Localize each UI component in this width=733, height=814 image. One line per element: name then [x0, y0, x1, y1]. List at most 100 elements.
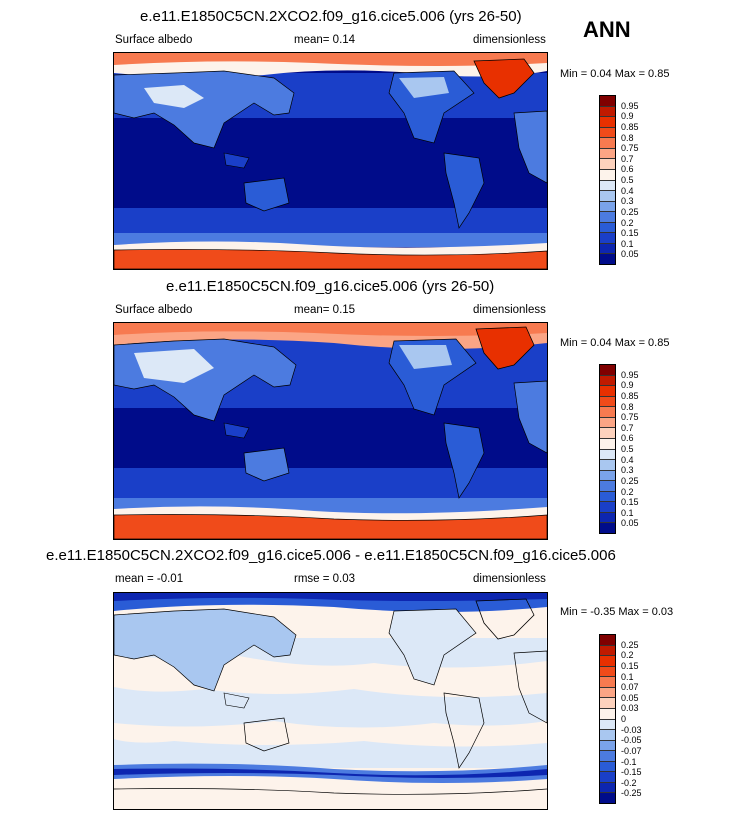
colorbar-swatch	[600, 233, 615, 244]
panel-1-colorbar: 0.95 0.9 0.85 0.8 0.75 0.7 0.6 0.5 0.4 0.3 0.25 0.2…	[599, 95, 639, 265]
colorbar-swatch	[600, 730, 615, 741]
colorbar-swatch	[600, 677, 615, 688]
colorbar-swatch	[600, 117, 615, 128]
panel-1-map	[113, 52, 548, 270]
panel-3-map-svg	[114, 593, 547, 809]
colorbar-tick-label: 0.9	[621, 111, 634, 122]
colorbar-tick-label: 0.1	[621, 671, 634, 682]
colorbar-tick-label: 0.15	[621, 228, 639, 239]
colorbar-swatch	[600, 656, 615, 667]
colorbar-swatch	[600, 365, 615, 376]
colorbar-tick-label: 0.3	[621, 465, 634, 476]
colorbar-tick-label: 0.15	[621, 660, 639, 671]
colorbar-swatch	[600, 698, 615, 709]
panel-1-minmax: Min = 0.04 Max = 0.85	[560, 68, 670, 80]
colorbar-swatch	[600, 159, 615, 170]
colorbar-tick-label: 0.75	[621, 412, 639, 423]
colorbar-tick-label: 0.1	[621, 238, 634, 249]
colorbar-swatch	[600, 438, 615, 450]
colorbar-swatch	[600, 148, 615, 160]
panel-3-title: e.e11.E1850C5CN.2XCO2.f09_g16.cice5.006 …	[46, 547, 616, 564]
colorbar-swatch	[600, 386, 615, 397]
colorbar-swatch	[600, 491, 615, 503]
panel-3-minmax: Min = -0.35 Max = 0.03	[560, 606, 674, 618]
colorbar-tick-label: -0.03	[621, 724, 642, 735]
colorbar-swatch	[600, 782, 615, 794]
colorbar-swatch	[600, 127, 615, 139]
colorbar-tick-label: 0.75	[621, 143, 639, 154]
colorbar-tick-label: 0.95	[621, 100, 639, 111]
panel-1-units-label: dimensionless	[473, 34, 546, 46]
colorbar-tick-label: 0.05	[621, 518, 639, 529]
colorbar-swatch	[600, 645, 615, 657]
colorbar-swatch	[600, 666, 615, 678]
colorbar-swatch	[600, 417, 615, 429]
colorbar-swatch	[600, 687, 615, 699]
colorbar-tick-label: 0.95	[621, 369, 639, 380]
colorbar-swatch	[600, 407, 615, 418]
colorbar-tick-label: 0.7	[621, 153, 634, 164]
panel-2-minmax: Min = 0.04 Max = 0.85	[560, 337, 670, 349]
colorbar-tick-label: 0.6	[621, 164, 634, 175]
colorbar-swatch	[600, 719, 615, 731]
colorbar-tick-label: 0.4	[621, 454, 634, 465]
colorbar-tick-label: 0.3	[621, 196, 634, 207]
panel-2-map-svg	[114, 323, 547, 539]
colorbar-tick-label: 0.8	[621, 132, 634, 143]
colorbar-tick-label: 0.6	[621, 433, 634, 444]
colorbar-tick-label: 0.25	[621, 475, 639, 486]
colorbar-tick-label: -0.15	[621, 767, 642, 778]
panel-1-variable-label: Surface albedo	[115, 34, 193, 46]
colorbar-tick-label: -0.07	[621, 745, 642, 756]
colorbar-swatch	[600, 708, 615, 720]
colorbar-tick-label: 0.5	[621, 175, 634, 185]
colorbar-swatch	[600, 772, 615, 783]
colorbar-tick-label: 0.07	[621, 682, 639, 693]
panel-2-colorbar: 0.95 0.9 0.85 0.8 0.75 0.7 0.6 0.5 0.4 0.3 0.25 0.2…	[599, 364, 639, 534]
colorbar-tick-label: 0.03	[621, 703, 639, 714]
colorbar-swatch	[600, 212, 615, 223]
colorbar-tick-label: 0.2	[621, 486, 634, 497]
colorbar-swatch	[600, 470, 615, 482]
panel-1-map-svg	[114, 53, 547, 269]
season-label: ANN	[583, 17, 631, 42]
panel-1-mean-label: mean= 0.14	[294, 34, 356, 46]
colorbar-tick-label: 0.2	[621, 217, 634, 228]
colorbar-swatch	[600, 169, 615, 181]
colorbar-tick-label: 0.85	[621, 390, 639, 401]
colorbar-tick-label: 0.9	[621, 380, 634, 391]
colorbar-tick-label: 0	[621, 714, 627, 724]
colorbar-tick-label: 0.25	[621, 206, 639, 217]
colorbar-tick-label: 0.05	[621, 249, 639, 260]
panel-2-map	[113, 322, 548, 540]
colorbar-swatch	[600, 751, 615, 762]
colorbar-swatch	[600, 740, 615, 752]
colorbar-tick-label: 0.25	[621, 639, 639, 650]
panel-3-mean-label: mean = -0.01	[115, 573, 184, 585]
panel-2-units-label: dimensionless	[473, 304, 546, 316]
panel-3-rmse-label: rmse = 0.03	[294, 573, 356, 585]
colorbar-swatch	[600, 635, 615, 646]
colorbar-swatch	[600, 793, 615, 803]
colorbar-tick-label: 0.4	[621, 185, 634, 196]
colorbar-swatch	[600, 523, 615, 533]
colorbar-swatch	[600, 106, 615, 118]
colorbar-swatch	[600, 375, 615, 387]
colorbar-tick-label: 0.5	[621, 444, 634, 454]
colorbar-tick-label: 0.2	[621, 650, 634, 661]
panel-1-colorbar-swatches	[599, 95, 616, 265]
panel-2-variable-label: Surface albedo	[115, 304, 193, 316]
panel-2-colorbar-swatches	[599, 364, 616, 534]
colorbar-swatch	[600, 396, 615, 408]
panel-3-units-label: dimensionless	[473, 573, 546, 585]
colorbar-tick-label: -0.2	[621, 777, 637, 788]
colorbar-swatch	[600, 222, 615, 234]
colorbar-swatch	[600, 481, 615, 492]
colorbar-swatch	[600, 96, 615, 107]
panel-1-title: e.e11.E1850C5CN.2XCO2.f09_g16.cice5.006 …	[140, 8, 522, 25]
colorbar-tick-label: -0.05	[621, 735, 642, 746]
colorbar-tick-label: 0.85	[621, 121, 639, 132]
colorbar-swatch	[600, 428, 615, 439]
colorbar-tick-label: -0.25	[621, 788, 642, 799]
colorbar-tick-label: 0.7	[621, 422, 634, 433]
